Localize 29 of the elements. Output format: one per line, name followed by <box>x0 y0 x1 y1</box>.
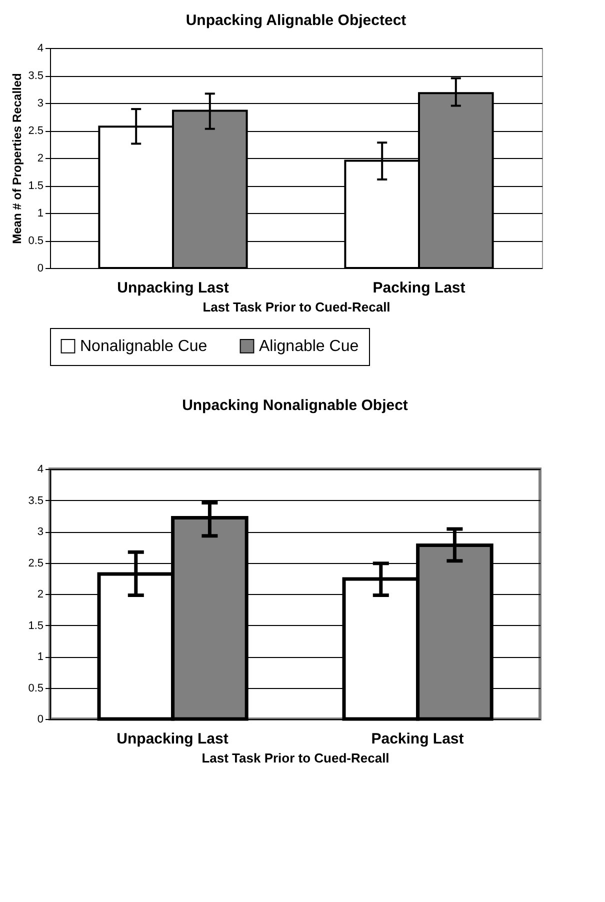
legend-label: Nonalignable Cue <box>80 338 208 356</box>
y-tick-label: 1 <box>37 208 44 220</box>
x-tick-label: Unpacking Last <box>117 280 229 296</box>
legend-label: Alignable Cue <box>259 338 359 356</box>
y-tick-label: 4 <box>37 464 44 476</box>
x-axis-title: Last Task Prior to Cued-Recall <box>202 300 390 314</box>
chart-title: Unpacking Nonalignable Object <box>182 397 408 414</box>
y-tick-label: 1.5 <box>28 620 44 632</box>
y-tick-label: 0.5 <box>28 682 44 694</box>
y-tick-label: 2.5 <box>28 557 44 570</box>
y-tick-label: 2.5 <box>28 125 44 137</box>
x-axis-title: Last Task Prior to Cued-Recall <box>202 750 390 766</box>
y-tick-label: 0 <box>37 262 44 274</box>
y-tick-label: 0.5 <box>28 235 44 247</box>
x-tick-label: Unpacking Last <box>116 730 228 748</box>
x-tick-label: Packing Last <box>371 730 464 748</box>
chart-title: Unpacking Alignable Objectect <box>186 12 406 29</box>
y-tick-label: 4 <box>37 42 44 54</box>
y-tick-label: 3.5 <box>28 494 44 507</box>
y-tick-label: 1 <box>37 651 44 663</box>
y-tick-label: 2 <box>37 588 44 600</box>
y-tick-label: 1.5 <box>28 180 44 192</box>
y-tick-label: 3.5 <box>28 70 44 82</box>
y-tick-label: 0 <box>37 714 44 726</box>
y-tick-label: 3 <box>37 98 44 110</box>
x-tick-label: Packing Last <box>372 280 466 296</box>
y-tick-label: 2 <box>37 152 44 164</box>
y-axis-title: Mean # of Properties Recalled <box>10 73 24 244</box>
y-tick-label: 3 <box>37 526 44 538</box>
